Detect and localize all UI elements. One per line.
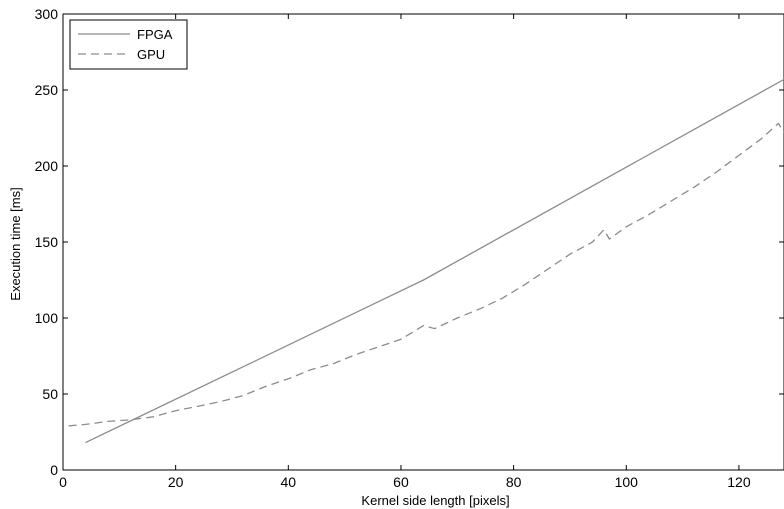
y-tick-label: 200 bbox=[35, 158, 59, 174]
x-axis-title: Kernel side length [pixels] bbox=[361, 493, 509, 508]
legend-label-gpu: GPU bbox=[137, 47, 165, 62]
y-tick-label: 150 bbox=[35, 234, 59, 250]
x-tick-label: 80 bbox=[506, 474, 522, 490]
x-tick-label: 40 bbox=[281, 474, 297, 490]
y-tick-label: 50 bbox=[42, 386, 58, 402]
x-tick-label: 60 bbox=[393, 474, 409, 490]
y-tick-label: 250 bbox=[35, 82, 59, 98]
x-tick-label: 0 bbox=[59, 474, 67, 490]
y-tick-label: 0 bbox=[50, 462, 58, 478]
y-axis-title: Execution time [ms] bbox=[8, 187, 23, 300]
legend-label-fpga: FPGA bbox=[137, 27, 173, 42]
series-line-gpu bbox=[68, 122, 784, 427]
series-line-fpga bbox=[85, 78, 784, 444]
legend-box bbox=[69, 19, 188, 70]
x-tick-label: 100 bbox=[615, 474, 639, 490]
x-tick-label: 120 bbox=[727, 474, 751, 490]
y-tick-label: 300 bbox=[35, 6, 59, 22]
x-tick-label: 20 bbox=[168, 474, 184, 490]
y-tick-label: 100 bbox=[35, 310, 59, 326]
